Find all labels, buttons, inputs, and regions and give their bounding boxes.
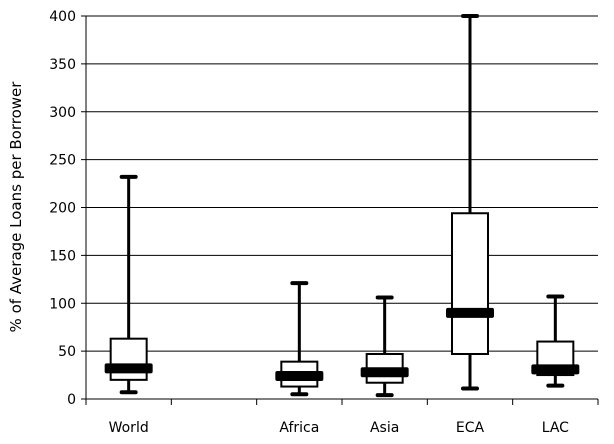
x-tick-label-africa: Africa — [279, 420, 319, 436]
median-marker-africa — [275, 371, 324, 382]
iqr-box-world — [109, 337, 148, 381]
y-tick-label-350: 350 — [49, 57, 76, 73]
x-tick-labels: World Africa Asia ECA LAC — [109, 420, 570, 436]
box-asia — [360, 295, 409, 398]
y-tick-label-50: 50 — [58, 344, 76, 360]
median-marker-lac — [531, 364, 580, 375]
median-marker-eca — [446, 307, 494, 318]
box-eca — [446, 14, 494, 391]
x-tick-label-asia: Asia — [370, 420, 399, 436]
y-tick-label-300: 300 — [49, 105, 76, 121]
box-world — [104, 174, 153, 395]
box-africa — [275, 281, 324, 397]
axes — [81, 15, 599, 405]
boxes — [104, 14, 580, 398]
box-lac — [531, 294, 580, 388]
y-tick-label-200: 200 — [49, 201, 76, 217]
iqr-box-eca — [451, 212, 489, 355]
y-tick-label-150: 150 — [49, 248, 76, 264]
x-tick-label-lac: LAC — [542, 420, 569, 436]
y-tick-labels: 0 50 100 150 200 250 300 350 400 — [49, 9, 76, 408]
y-axis-title: % of Average Loans per Borrower — [7, 81, 25, 333]
y-tick-label-100: 100 — [49, 296, 76, 312]
y-tick-label-250: 250 — [49, 153, 76, 169]
median-marker-asia — [360, 367, 409, 378]
gridlines — [86, 15, 598, 352]
x-tick-label-world: World — [109, 420, 149, 436]
median-marker-world — [104, 363, 153, 374]
y-tick-label-0: 0 — [67, 392, 76, 408]
x-tick-label-eca: ECA — [456, 420, 485, 436]
y-tick-label-400: 400 — [49, 9, 76, 25]
